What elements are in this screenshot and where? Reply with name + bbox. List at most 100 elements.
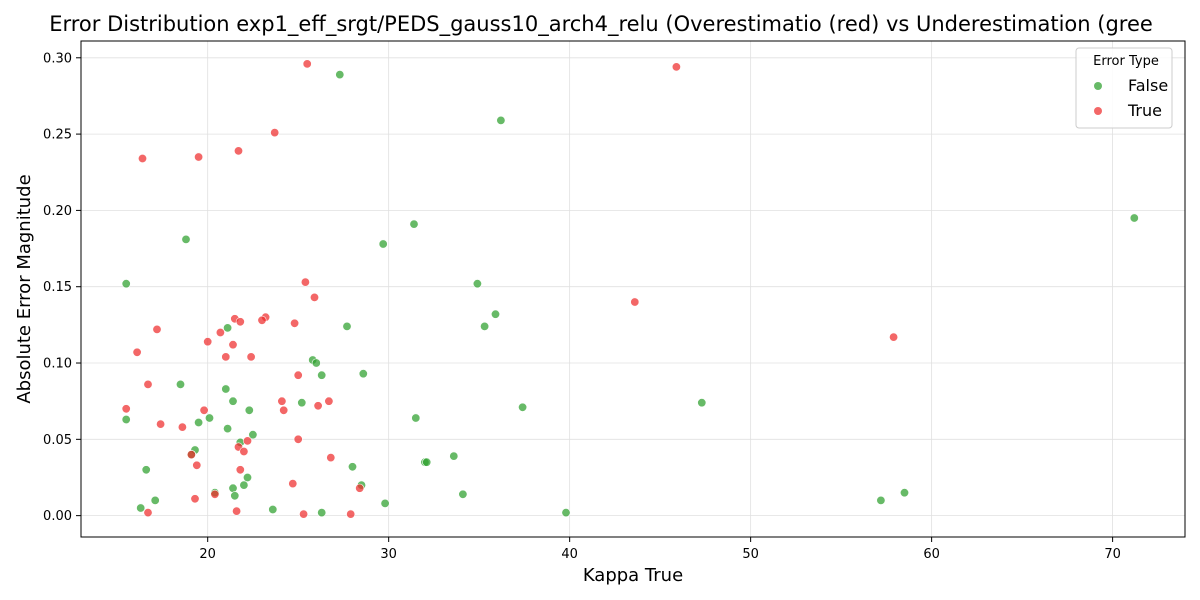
data-point-false	[347, 462, 357, 472]
data-point-false	[480, 321, 490, 331]
y-tick-label: 0.10	[43, 357, 72, 372]
data-point-false	[317, 370, 327, 380]
data-point-true	[186, 450, 196, 460]
data-point-false	[228, 396, 238, 406]
legend-title: Error Type	[1093, 54, 1159, 69]
data-point-false	[221, 384, 231, 394]
data-point-false	[458, 489, 468, 499]
data-point-false	[378, 239, 388, 249]
legend-marker-true	[1094, 107, 1102, 115]
y-tick-label: 0.15	[43, 280, 72, 295]
data-point-true	[143, 508, 153, 518]
data-point-true	[293, 434, 303, 444]
data-point-false	[518, 402, 528, 412]
data-point-false	[561, 508, 571, 518]
data-point-true	[143, 379, 153, 389]
data-point-true	[346, 509, 356, 519]
data-point-true	[215, 327, 225, 337]
grid	[81, 41, 1185, 537]
data-point-true	[630, 297, 640, 307]
data-point-false	[121, 414, 131, 424]
data-point-false	[121, 279, 131, 289]
data-point-false	[380, 498, 390, 508]
data-point-true	[132, 347, 142, 357]
data-point-true	[228, 340, 238, 350]
data-point-false	[335, 70, 345, 80]
data-points	[121, 59, 1139, 519]
data-point-true	[121, 404, 131, 414]
y-axis-label: Absolute Error Magnitude	[14, 174, 35, 403]
data-point-false	[248, 430, 258, 440]
y-tick-label: 0.05	[43, 433, 72, 448]
data-point-false	[239, 480, 249, 490]
y-tick-label: 0.00	[43, 509, 72, 524]
data-point-true	[235, 317, 245, 327]
data-point-false	[194, 417, 204, 427]
data-point-false	[697, 398, 707, 408]
data-point-false	[899, 488, 909, 498]
x-tick-label: 60	[923, 547, 940, 562]
data-point-false	[150, 495, 160, 505]
data-point-false	[141, 465, 151, 475]
legend: Error Type False True	[1075, 47, 1173, 129]
data-point-true	[239, 446, 249, 456]
legend-label-false: False	[1128, 76, 1168, 95]
data-point-true	[290, 318, 300, 328]
data-point-true	[313, 401, 323, 411]
data-point-false	[342, 321, 352, 331]
data-point-false	[176, 379, 186, 389]
data-point-true	[243, 436, 253, 446]
data-point-false	[449, 451, 459, 461]
chart-title: Error Distribution exp1_eff_srgt/PEDS_ga…	[49, 12, 1153, 37]
data-point-false	[490, 309, 500, 319]
data-point-false	[268, 504, 278, 514]
data-point-true	[889, 332, 899, 342]
data-point-false	[409, 219, 419, 229]
data-point-false	[223, 323, 233, 333]
data-point-true	[288, 479, 298, 489]
data-point-false	[358, 369, 368, 379]
data-point-true	[355, 483, 365, 493]
plot-area-frame	[80, 40, 1186, 538]
data-point-true	[221, 352, 231, 362]
data-point-false	[136, 503, 146, 513]
x-tick-label: 70	[1104, 547, 1121, 562]
data-point-false	[317, 508, 327, 518]
data-point-true	[277, 396, 287, 406]
data-point-true	[246, 352, 256, 362]
data-point-true	[326, 453, 336, 463]
data-point-true	[270, 128, 280, 138]
y-tick-label: 0.20	[43, 204, 72, 219]
data-point-true	[156, 419, 166, 429]
data-point-true	[309, 292, 319, 302]
data-point-false	[243, 472, 253, 482]
data-point-false	[496, 115, 506, 125]
x-tick-label: 50	[742, 547, 759, 562]
x-tick-label: 20	[199, 547, 216, 562]
data-point-false	[230, 491, 240, 501]
data-point-true	[299, 509, 309, 519]
legend-label-true: True	[1127, 101, 1162, 120]
data-point-true	[210, 489, 220, 499]
legend-marker-false	[1094, 82, 1102, 90]
data-point-true	[257, 315, 267, 325]
axis-ticks: 20 30 40 50 60 70 0.00 0.05 0.10 0.15 0.20 0.25 0.30	[43, 51, 1121, 562]
data-point-true	[302, 59, 312, 69]
data-point-true	[279, 405, 289, 415]
y-tick-label: 0.25	[43, 128, 72, 143]
data-point-false	[311, 358, 321, 368]
data-point-true	[199, 405, 209, 415]
data-point-true	[300, 277, 310, 287]
data-point-true	[152, 324, 162, 334]
data-point-false	[244, 405, 254, 415]
data-point-false	[205, 413, 215, 423]
data-point-true	[324, 396, 334, 406]
data-point-true	[234, 146, 244, 156]
data-point-true	[293, 370, 303, 380]
x-tick-label: 30	[380, 547, 397, 562]
data-point-false	[472, 279, 482, 289]
data-point-false	[228, 483, 238, 493]
data-point-true	[671, 62, 681, 72]
data-point-false	[422, 457, 432, 467]
